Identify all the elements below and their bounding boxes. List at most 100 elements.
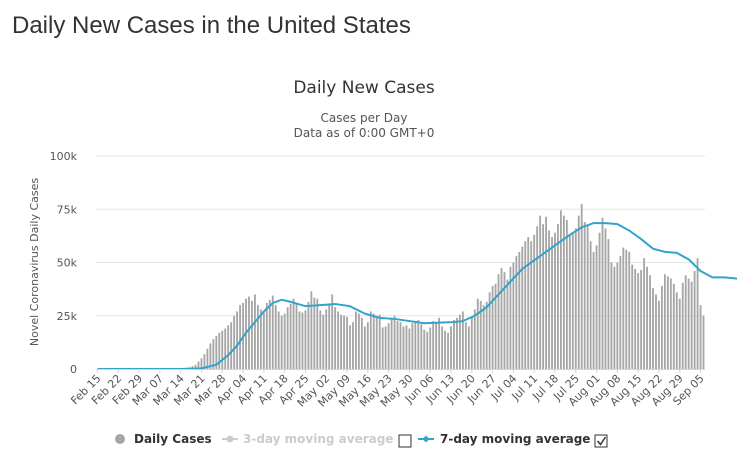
bar: [661, 285, 663, 369]
bar: [197, 361, 200, 369]
bar: [200, 358, 203, 369]
bar: [369, 311, 372, 369]
bar: [441, 326, 444, 369]
bar: [274, 305, 277, 369]
bar: [482, 305, 485, 369]
bar: [411, 323, 414, 369]
bar: [310, 291, 313, 369]
legend-item-daily-cases[interactable]: Daily Cases: [115, 432, 212, 446]
chart-subtitle-line-1: Cases per Day: [321, 111, 408, 125]
bar: [227, 325, 230, 369]
bar: [381, 327, 384, 369]
bar: [509, 266, 512, 369]
bar: [476, 298, 479, 369]
bar: [545, 216, 547, 369]
y-tick-labels: 0 25k 50k 75k 100k: [50, 150, 78, 376]
bar: [402, 326, 405, 369]
bar: [423, 329, 426, 369]
chart-title: Daily New Cases: [293, 78, 435, 98]
bar: [325, 309, 328, 369]
bar: [203, 354, 206, 369]
bar: [464, 322, 467, 369]
bar: [346, 316, 348, 369]
bar: [262, 311, 265, 369]
gridlines: [96, 155, 705, 317]
bar: [565, 219, 568, 369]
bar: [396, 321, 399, 369]
legend-item-7day-average[interactable]: 7-day moving average: [418, 432, 590, 446]
bar: [503, 272, 506, 369]
bar: [393, 315, 396, 369]
bar: [414, 322, 417, 369]
bar: [571, 232, 574, 369]
bar: [521, 246, 524, 369]
bar: [542, 224, 545, 369]
bar: [485, 301, 488, 369]
three-day-average-legend-marker: [226, 435, 234, 443]
bar: [254, 294, 256, 369]
bar: [518, 251, 521, 369]
bar: [470, 317, 473, 369]
bar: [646, 266, 648, 369]
bar: [426, 331, 429, 369]
bar: [280, 315, 283, 369]
bar: [357, 313, 360, 369]
bar: [337, 311, 340, 369]
bar: [331, 294, 334, 369]
bar: [420, 324, 423, 369]
bar: [417, 320, 420, 369]
bar: [218, 332, 221, 369]
y-axis-label: Novel Coronavirus Daily Cases: [28, 178, 41, 346]
bar: [690, 281, 693, 369]
bar: [355, 311, 357, 369]
bar: [678, 298, 681, 369]
bar: [316, 298, 319, 369]
three-day-average-checkbox[interactable]: [398, 434, 412, 448]
bar: [568, 234, 571, 369]
seven-day-average-legend-marker: [422, 435, 430, 443]
bar: [577, 215, 580, 369]
bar: [586, 225, 589, 369]
bar: [598, 232, 601, 369]
bar: [191, 366, 194, 369]
legend-label-daily-cases: Daily Cases: [134, 432, 212, 446]
bar: [530, 241, 533, 369]
bar: [271, 295, 274, 369]
bar: [251, 300, 253, 369]
bar: [230, 322, 233, 369]
bar: [399, 322, 402, 369]
legend-label-7day-average: 7-day moving average: [440, 432, 590, 446]
bar: [215, 335, 218, 369]
bar: [408, 328, 411, 369]
bar: [479, 300, 482, 369]
bar: [607, 239, 610, 369]
bar: [551, 236, 553, 369]
bar: [375, 317, 378, 369]
bar: [622, 247, 625, 369]
bar: [456, 317, 458, 369]
bar: [438, 317, 441, 369]
bar: [693, 271, 696, 369]
seven-day-average-checkbox[interactable]: [594, 434, 608, 448]
bar: [447, 332, 449, 369]
bar: [286, 307, 289, 369]
bar: [652, 288, 654, 369]
bar: [405, 325, 408, 369]
bar: [343, 315, 345, 369]
bar: [307, 301, 310, 369]
bar: [675, 292, 678, 369]
bar: [283, 313, 286, 369]
bar: [256, 305, 259, 369]
bar: [604, 228, 607, 369]
bar: [643, 258, 646, 369]
bar: [268, 299, 271, 369]
bar: [684, 275, 687, 369]
bar: [352, 322, 354, 369]
bar: [239, 305, 242, 369]
bar: [669, 278, 672, 369]
bar: [194, 364, 197, 369]
legend-item-3day-average[interactable]: 3-day moving average: [222, 432, 393, 446]
bar: [360, 317, 363, 369]
bar: [378, 314, 381, 369]
